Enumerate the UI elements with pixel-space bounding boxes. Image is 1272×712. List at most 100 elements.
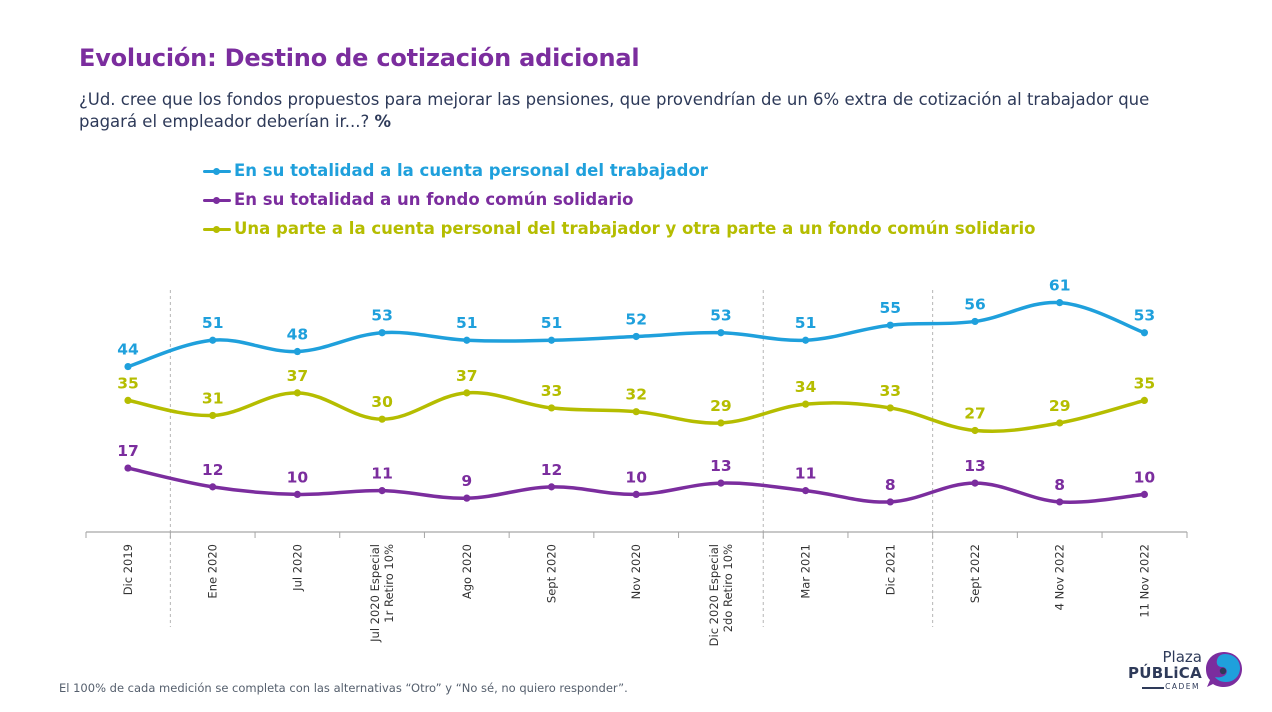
data-label: 48: [287, 326, 309, 344]
data-point: [293, 347, 301, 356]
data-point: [632, 408, 640, 416]
data-point: [1056, 498, 1064, 506]
logo-divider: [1142, 687, 1164, 689]
data-label: 10: [287, 468, 309, 486]
data-point: [802, 336, 810, 344]
x-tick-label: 11 Nov 2022: [1137, 544, 1151, 618]
question-text: ¿Ud. cree que los fondos propuestos para…: [79, 90, 1150, 131]
data-label: 53: [371, 307, 393, 325]
data-label: 51: [795, 314, 817, 332]
data-label: 52: [625, 310, 647, 328]
data-point: [209, 336, 217, 344]
data-label: 33: [541, 382, 563, 400]
data-point: [463, 494, 471, 502]
data-point: [378, 487, 386, 495]
data-point: [209, 483, 217, 491]
x-tick-label: Dic 2019: [121, 544, 135, 595]
x-tick-label: Dic 2021: [883, 544, 897, 595]
data-label: 53: [1134, 307, 1156, 325]
x-tick-label: Dic 2020 Especial2do Retiro 10%: [707, 544, 735, 646]
logo-text-plaza: Plaza: [1162, 648, 1202, 666]
data-label: 10: [1134, 468, 1156, 486]
data-label: 37: [456, 367, 478, 385]
legend-line-marker-icon: [203, 223, 231, 235]
legend-line-marker-icon: [203, 165, 231, 177]
data-label: 35: [1134, 374, 1156, 392]
data-label: 30: [371, 393, 393, 411]
data-point: [802, 487, 810, 495]
data-label: 44: [117, 341, 139, 359]
data-point: [124, 396, 132, 404]
data-label: 55: [880, 299, 902, 317]
data-label: 8: [885, 476, 896, 494]
plaza-publica-cadem-logo: Plaza PÚBLiCA CADEM: [1128, 648, 1250, 694]
data-point: [1140, 490, 1148, 498]
data-point: [378, 415, 386, 423]
data-label: 51: [202, 314, 224, 332]
data-point: [971, 317, 979, 326]
data-label: 51: [456, 314, 478, 332]
data-point: [886, 404, 894, 412]
data-label: 33: [880, 382, 902, 400]
data-label: 61: [1049, 277, 1071, 295]
data-point: [547, 483, 556, 491]
data-point: [632, 490, 640, 498]
x-tick-label: Jul 2020 Especial1r Retiro 10%: [368, 544, 396, 643]
data-label: 11: [371, 465, 393, 483]
data-point: [1056, 419, 1064, 427]
data-label: 27: [964, 404, 986, 422]
data-label: 8: [1054, 476, 1065, 494]
legend-item-cuenta-personal: En su totalidad a la cuenta personal del…: [203, 156, 1035, 185]
legend-label: Una parte a la cuenta personal del traba…: [234, 219, 1036, 238]
data-label: 32: [625, 386, 647, 404]
x-tick-label: Ago 2020: [460, 544, 474, 599]
legend-item-fondo-solidario: En su totalidad a un fondo común solidar…: [203, 185, 1035, 214]
data-label: 12: [202, 461, 224, 479]
data-label: 31: [202, 389, 224, 407]
page-title: Evolución: Destino de cotización adicion…: [79, 44, 640, 72]
data-point: [463, 389, 471, 397]
data-label: 34: [795, 378, 817, 396]
data-point: [463, 336, 471, 344]
data-point: [1056, 299, 1064, 307]
data-label: 56: [964, 295, 986, 313]
x-tick-label: Sept 2020: [545, 544, 559, 603]
data-label: 11: [795, 465, 817, 483]
data-label: 9: [461, 472, 472, 490]
data-point: [1140, 396, 1148, 404]
data-point: [209, 411, 217, 420]
data-label: 35: [117, 374, 139, 392]
x-tick-label: Nov 2020: [629, 544, 643, 599]
legend-label: En su totalidad a un fondo común solidar…: [234, 190, 634, 209]
data-point: [378, 329, 386, 337]
data-point: [886, 498, 894, 506]
data-label: 13: [964, 457, 986, 475]
data-point: [293, 389, 301, 397]
data-point: [886, 321, 894, 329]
data-point: [124, 464, 132, 472]
logo-text-publica: PÚBLiCA: [1127, 664, 1202, 682]
data-point: [717, 479, 725, 487]
data-label: 29: [1049, 397, 1071, 415]
footnote: El 100% de cada medición se completa con…: [59, 681, 628, 695]
speech-bubble-logo-icon: [1206, 652, 1242, 687]
legend-item-mixto: Una parte a la cuenta personal del traba…: [203, 214, 1035, 243]
x-tick-label: 4 Nov 2022: [1053, 544, 1067, 610]
data-label: 12: [541, 461, 563, 479]
data-label: 51: [541, 314, 563, 332]
logo-text-cadem: CADEM: [1165, 682, 1200, 691]
question-subtitle: ¿Ud. cree que los fondos propuestos para…: [79, 89, 1179, 133]
data-point: [717, 419, 725, 427]
legend-line-marker-icon: [203, 194, 231, 206]
data-point: [293, 490, 301, 498]
data-point: [124, 362, 132, 371]
data-label: 17: [117, 442, 139, 460]
chart-legend: En su totalidad a la cuenta personal del…: [203, 156, 1035, 243]
data-label: 37: [287, 367, 309, 385]
data-point: [971, 426, 979, 435]
data-point: [632, 332, 640, 341]
legend-label: En su totalidad a la cuenta personal del…: [234, 161, 708, 180]
data-point: [717, 329, 725, 337]
data-point: [547, 336, 556, 344]
